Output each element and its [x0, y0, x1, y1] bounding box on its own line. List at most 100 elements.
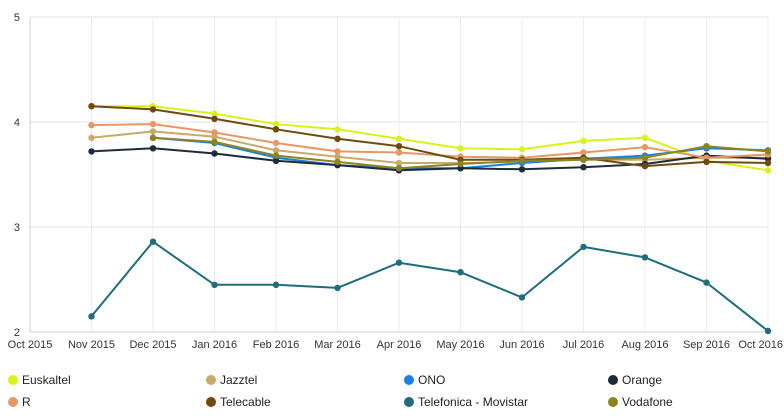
- series-layer: [88, 103, 772, 335]
- data-point[interactable]: [334, 158, 341, 166]
- data-point[interactable]: [88, 313, 95, 320]
- data-point[interactable]: [88, 148, 95, 155]
- data-point[interactable]: [88, 121, 95, 129]
- data-point[interactable]: [703, 158, 710, 166]
- legend-marker-icon: [608, 397, 618, 407]
- data-point[interactable]: [149, 106, 157, 113]
- data-point[interactable]: [580, 149, 587, 156]
- data-point[interactable]: [641, 144, 649, 151]
- data-point[interactable]: [518, 157, 526, 164]
- data-point[interactable]: [334, 148, 341, 155]
- data-point[interactable]: [272, 139, 280, 147]
- data-point[interactable]: [334, 153, 341, 160]
- data-point[interactable]: [395, 159, 403, 167]
- series-vodafone: [149, 134, 772, 172]
- data-point[interactable]: [334, 135, 341, 142]
- data-point[interactable]: [334, 126, 341, 133]
- data-point[interactable]: [149, 238, 157, 245]
- data-point[interactable]: [149, 134, 157, 141]
- data-point[interactable]: [580, 156, 587, 163]
- data-point[interactable]: [334, 284, 341, 292]
- y-tick-label: 4: [14, 117, 20, 129]
- data-point[interactable]: [395, 135, 403, 142]
- series-line: [91, 105, 769, 172]
- data-point[interactable]: [272, 126, 280, 133]
- legend-label: Telefonica - Movistar: [418, 395, 529, 409]
- data-point[interactable]: [149, 120, 157, 128]
- y-axis-ticks: 2 3 4 5: [14, 12, 20, 339]
- data-point[interactable]: [395, 143, 403, 150]
- data-point[interactable]: [457, 160, 464, 168]
- x-tick-label: Oct 2016: [738, 339, 783, 351]
- legend-item[interactable]: Jazztel: [206, 372, 257, 388]
- data-point[interactable]: [457, 145, 464, 152]
- data-point[interactable]: [211, 150, 218, 157]
- x-tick-label: Sep 2016: [683, 339, 730, 351]
- legend-item[interactable]: Orange: [608, 372, 662, 388]
- legend-label: Orange: [622, 373, 663, 387]
- data-point[interactable]: [580, 243, 587, 251]
- data-point[interactable]: [272, 147, 280, 154]
- y-tick-label: 3: [14, 222, 20, 234]
- grid-layer: [29, 16, 769, 333]
- legend-label: Jazztel: [220, 373, 258, 387]
- data-point[interactable]: [764, 167, 772, 174]
- data-point[interactable]: [457, 269, 464, 276]
- data-point[interactable]: [395, 165, 403, 172]
- data-point[interactable]: [580, 164, 587, 171]
- data-point[interactable]: [88, 103, 95, 110]
- x-tick-label: May 2016: [436, 339, 484, 351]
- data-point[interactable]: [764, 148, 772, 155]
- x-tick-label: Apr 2016: [377, 339, 422, 351]
- legend-item[interactable]: R: [8, 394, 31, 410]
- data-point[interactable]: [149, 128, 157, 135]
- series-r: [88, 120, 772, 161]
- data-point[interactable]: [272, 152, 280, 159]
- data-point[interactable]: [149, 145, 157, 152]
- y-tick-label: 2: [14, 327, 20, 339]
- data-point[interactable]: [272, 157, 280, 164]
- data-point[interactable]: [764, 327, 772, 335]
- legend-item[interactable]: ONO: [404, 372, 445, 388]
- x-tick-label: Oct 2015: [8, 339, 53, 351]
- data-point[interactable]: [211, 110, 218, 117]
- legend: Euskaltel Jazztel ONO Orange R Telecable Telef…: [0, 372, 784, 418]
- series-line: [91, 105, 769, 168]
- data-point[interactable]: [703, 279, 710, 286]
- data-point[interactable]: [641, 254, 649, 261]
- data-point[interactable]: [764, 159, 772, 167]
- data-point[interactable]: [88, 134, 95, 141]
- data-point[interactable]: [641, 134, 649, 141]
- x-axis-ticks: Oct 2015 Nov 2015 Dec 2015 Jan 2016 Feb 2016…: [8, 339, 783, 351]
- data-point[interactable]: [395, 149, 403, 156]
- data-point[interactable]: [211, 138, 218, 146]
- data-point[interactable]: [641, 154, 649, 161]
- legend-item[interactable]: Telecable: [206, 394, 271, 410]
- data-point[interactable]: [272, 281, 280, 288]
- x-tick-label: Jan 2016: [192, 339, 237, 351]
- data-point[interactable]: [518, 166, 526, 173]
- series-line: [91, 123, 769, 159]
- data-point[interactable]: [211, 281, 218, 288]
- data-point[interactable]: [211, 115, 218, 123]
- data-point[interactable]: [395, 259, 403, 266]
- legend-item[interactable]: Vodafone: [608, 394, 673, 410]
- x-tick-label: Feb 2016: [253, 339, 299, 351]
- series-line: [90, 240, 769, 332]
- legend-label: Telecable: [220, 395, 271, 409]
- data-point[interactable]: [211, 129, 218, 136]
- data-point[interactable]: [518, 146, 526, 153]
- legend-marker-icon: [8, 397, 18, 407]
- x-tick-label: Nov 2015: [68, 339, 115, 351]
- data-point[interactable]: [518, 294, 526, 301]
- x-tick-label: Jul 2016: [563, 339, 605, 351]
- data-point[interactable]: [641, 162, 649, 170]
- legend-item[interactable]: Euskaltel: [8, 372, 71, 388]
- series-line: [91, 147, 769, 172]
- data-point[interactable]: [703, 143, 710, 150]
- legend-item[interactable]: Telefonica - Movistar: [404, 394, 528, 410]
- legend-marker-icon: [206, 375, 216, 385]
- data-point[interactable]: [580, 137, 587, 145]
- legend-marker-icon: [8, 375, 18, 385]
- data-point[interactable]: [272, 120, 280, 128]
